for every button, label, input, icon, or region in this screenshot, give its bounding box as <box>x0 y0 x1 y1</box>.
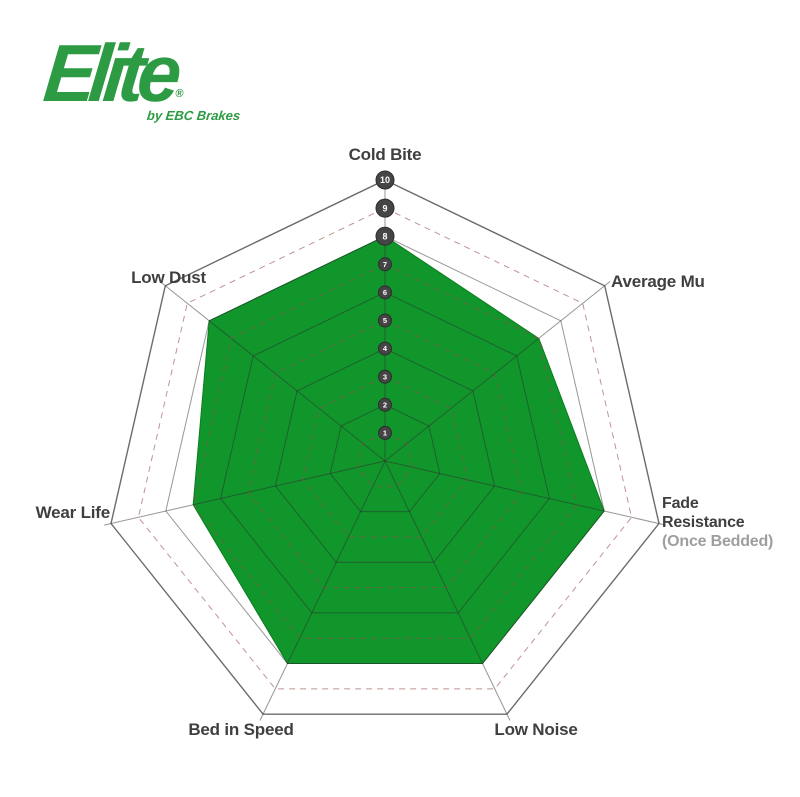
fade-label-line3: (Once Bedded) <box>662 533 774 550</box>
scale-tick-circle <box>375 170 395 190</box>
axis-spoke <box>384 281 611 462</box>
scale-tick-circle <box>378 285 392 300</box>
grid-ring <box>165 235 605 664</box>
scale-tick-number: 1 <box>383 429 387 438</box>
scale-tick-number: 6 <box>383 288 387 297</box>
scale-tick-circle <box>378 369 392 384</box>
axis-spoke <box>259 460 386 721</box>
scale-tick-number: 3 <box>383 372 387 381</box>
axis-spoke <box>384 460 511 721</box>
grid-ring <box>137 207 633 690</box>
axis-spoke <box>384 460 666 526</box>
axis-label-fade-resistance: Fade Resistance (Once Bedded) <box>662 494 773 551</box>
scale-tick-circle <box>378 313 392 328</box>
scale-tick-number: 7 <box>383 260 387 269</box>
axis-spoke <box>159 281 386 462</box>
grid-ring <box>274 348 496 563</box>
scale-tick-circle <box>375 198 395 218</box>
axis-label-wear-life: Wear Life <box>35 503 111 522</box>
scale-tick-number: 5 <box>383 316 387 325</box>
fade-label-line2: Resistance <box>662 514 745 531</box>
scale-tick-circle <box>378 397 392 412</box>
scale-tick-number: 9 <box>382 203 387 213</box>
axis-spoke <box>104 460 386 526</box>
scale-tick-circle <box>375 226 395 246</box>
fade-label-line1: Fade <box>662 495 699 512</box>
scale-tick-number: 10 <box>380 175 390 185</box>
axis-label-average-mu: Average Mu <box>611 272 705 291</box>
grid-ring <box>302 376 468 538</box>
scale-tick-number: 4 <box>383 344 388 353</box>
axis-label-cold-bite: Cold Bite <box>348 145 422 164</box>
grid-ring <box>192 263 578 639</box>
grid-ring <box>329 404 441 513</box>
scale-tick-circle <box>378 341 392 356</box>
axis-label-low-noise: Low Noise <box>494 720 578 739</box>
grid-ring <box>220 291 550 614</box>
outer-ring <box>110 179 660 715</box>
scale-tick-number: 8 <box>382 231 387 241</box>
scale-tick-circle <box>378 257 392 272</box>
axis-label-low-dust: Low Dust <box>131 268 206 287</box>
scale-tick-circle <box>378 425 392 440</box>
scale-tick-number: 2 <box>383 400 387 409</box>
axis-label-bed-in-speed: Bed in Speed <box>188 720 294 739</box>
